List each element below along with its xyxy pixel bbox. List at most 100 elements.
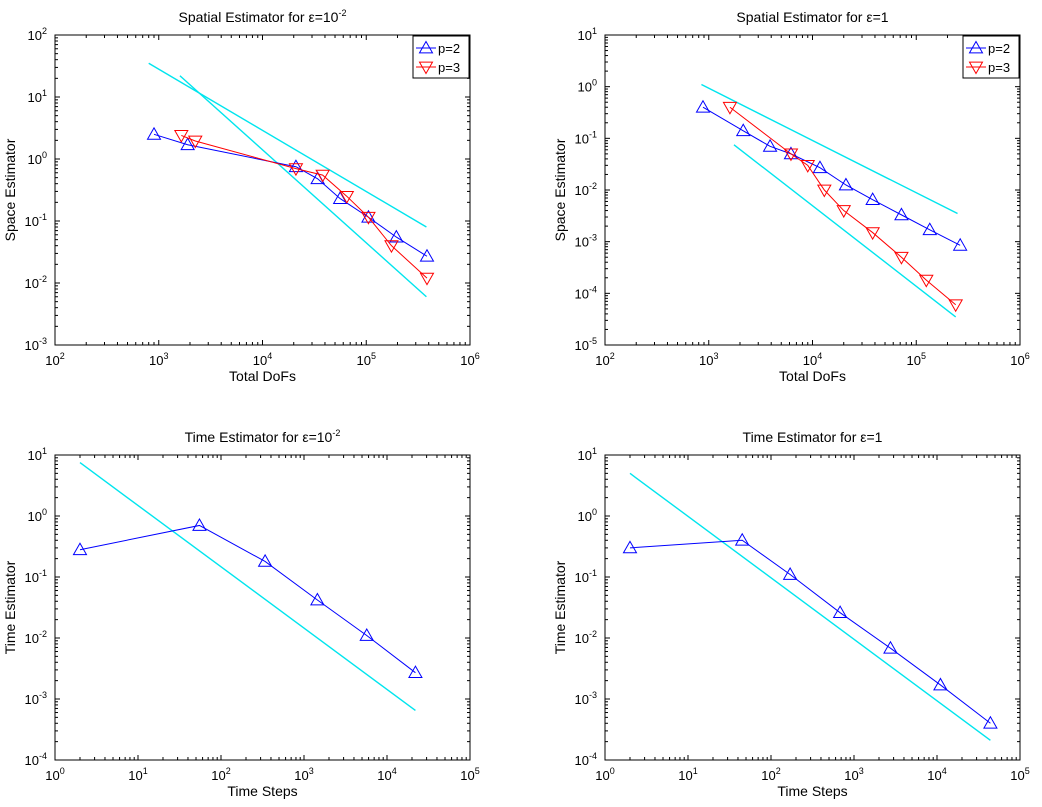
y-tick-label: 102	[28, 26, 47, 43]
x-tick-label-base: 10	[1010, 353, 1024, 368]
y-tick-label-base: 10	[575, 338, 589, 353]
series-line-p=2	[702, 106, 961, 246]
y-tick-label-exp: 0	[42, 150, 47, 160]
y-tick-label: 10-2	[575, 629, 597, 646]
x-tick-label-base: 10	[45, 353, 59, 368]
chart-title-main: Time Estimator for ε=10	[185, 429, 333, 445]
chart-title: Time Estimator for ε=10-2	[185, 428, 341, 445]
x-axis-label: Total DoFs	[779, 368, 846, 384]
chart-spatial-eps-one: 102 103 104 105 10610-510-410-310-210-110010…	[552, 9, 1030, 384]
x-tick-label-exp: 2	[60, 351, 65, 361]
y-tick-label: 10-3	[25, 690, 47, 707]
x-tick-label: 105	[1010, 766, 1029, 783]
y-tick-label: 100	[578, 507, 597, 524]
y-tick-label-base: 10	[575, 753, 589, 768]
reference-slope-line	[733, 144, 957, 318]
chart-title-main: Time Estimator for ε=1	[743, 429, 883, 445]
x-tick-label-exp: 1	[143, 766, 148, 776]
y-tick-label-base: 10	[578, 80, 592, 95]
x-tick-label-exp: 4	[392, 766, 397, 776]
data-point-p=2	[865, 192, 881, 206]
y-tick-label-exp: 1	[592, 446, 597, 456]
y-tick-label-exp: 0	[42, 507, 47, 517]
x-tick-label-base: 10	[1010, 768, 1024, 783]
data-point-estimator	[933, 677, 948, 691]
x-tick-label-exp: 4	[942, 766, 947, 776]
reference-slope-line	[79, 462, 416, 711]
x-tick-label: 102	[211, 766, 230, 783]
y-tick-label-base: 10	[28, 152, 42, 167]
y-tick-label: 10-1	[575, 568, 597, 585]
y-tick-label-base: 10	[28, 28, 42, 43]
y-axis-label: Time Estimator	[552, 560, 568, 654]
y-tick-label-exp: -2	[39, 629, 47, 639]
y-tick-label-exp: -2	[589, 629, 597, 639]
x-tick-label: 103	[294, 766, 313, 783]
y-tick-label-base: 10	[25, 631, 39, 646]
x-tick-label: 105	[460, 766, 479, 783]
y-tick-label: 10-1	[25, 212, 47, 229]
y-tick-label-exp: -1	[39, 212, 47, 222]
data-point-estimator	[192, 517, 207, 531]
x-tick-label-base: 10	[211, 768, 225, 783]
y-tick-label: 10-3	[25, 336, 47, 353]
y-tick-label-base: 10	[28, 509, 42, 524]
y-tick-label: 10-2	[25, 274, 47, 291]
y-tick-label: 10-2	[575, 181, 597, 198]
data-point-p=2	[146, 126, 162, 140]
data-point-p=3	[288, 163, 304, 177]
data-point-p=3	[361, 211, 376, 225]
x-tick-label-exp: 5	[475, 766, 480, 776]
x-tick-label: 106	[1010, 351, 1029, 368]
reference-slope-line	[701, 83, 958, 215]
data-point-p=2	[288, 159, 304, 173]
data-point-p=2	[922, 222, 938, 236]
x-tick-label-exp: 2	[226, 766, 231, 776]
chart-title: Spatial Estimator for ε=1	[736, 9, 888, 25]
x-tick-label-base: 10	[294, 768, 308, 783]
data-point-p=2	[762, 138, 778, 152]
y-tick-label-exp: -3	[39, 690, 47, 700]
data-point-p=3	[315, 169, 331, 183]
x-tick-label-base: 10	[149, 353, 163, 368]
series-line-p=2	[153, 133, 428, 257]
y-tick-label: 100	[28, 150, 47, 167]
data-point-p=3	[419, 272, 435, 286]
y-tick-label-exp: 2	[42, 26, 47, 36]
legend-box	[962, 35, 1020, 79]
data-point-p=3	[816, 184, 832, 198]
data-point-p=3	[173, 130, 189, 143]
y-tick-label-exp: -1	[589, 129, 597, 139]
x-tick-label-base: 10	[357, 353, 371, 368]
legend-marker	[968, 61, 984, 75]
x-tick-label: 102	[45, 351, 64, 368]
legend-label: p=3	[438, 60, 460, 75]
chart-title: Time Estimator for ε=1	[743, 429, 883, 445]
y-tick-label: 101	[28, 88, 47, 105]
data-point-p=3	[339, 190, 355, 204]
chart-spatial-eps-small: 102 103 104 105 10610-310-210-1100101102Tota…	[2, 8, 480, 384]
reference-slope-line	[179, 75, 427, 298]
series-line-estimator	[629, 539, 991, 724]
x-tick-label-base: 10	[460, 768, 474, 783]
x-tick-label: 102	[761, 766, 780, 783]
y-tick-label-base: 10	[575, 183, 589, 198]
plot-area	[54, 34, 471, 346]
x-tick-label-exp: 5	[371, 351, 376, 361]
x-tick-label-exp: 4	[817, 351, 822, 361]
x-tick-label-exp: 2	[776, 766, 781, 776]
y-tick-label: 100	[578, 78, 597, 95]
data-point-estimator	[72, 542, 88, 556]
y-tick-label-base: 10	[25, 338, 39, 353]
y-tick-label-base: 10	[578, 448, 592, 463]
x-tick-label: 103	[699, 351, 718, 368]
legend-marker	[418, 61, 434, 75]
x-tick-label: 105	[907, 351, 926, 368]
data-point-p=3	[187, 135, 203, 149]
data-point-p=2	[812, 160, 828, 174]
x-tick-label-base: 10	[844, 768, 858, 783]
x-tick-label: 106	[460, 351, 479, 368]
y-tick-label-base: 10	[28, 448, 42, 463]
x-tick-label: 105	[357, 351, 376, 368]
x-tick-label: 104	[253, 351, 272, 368]
